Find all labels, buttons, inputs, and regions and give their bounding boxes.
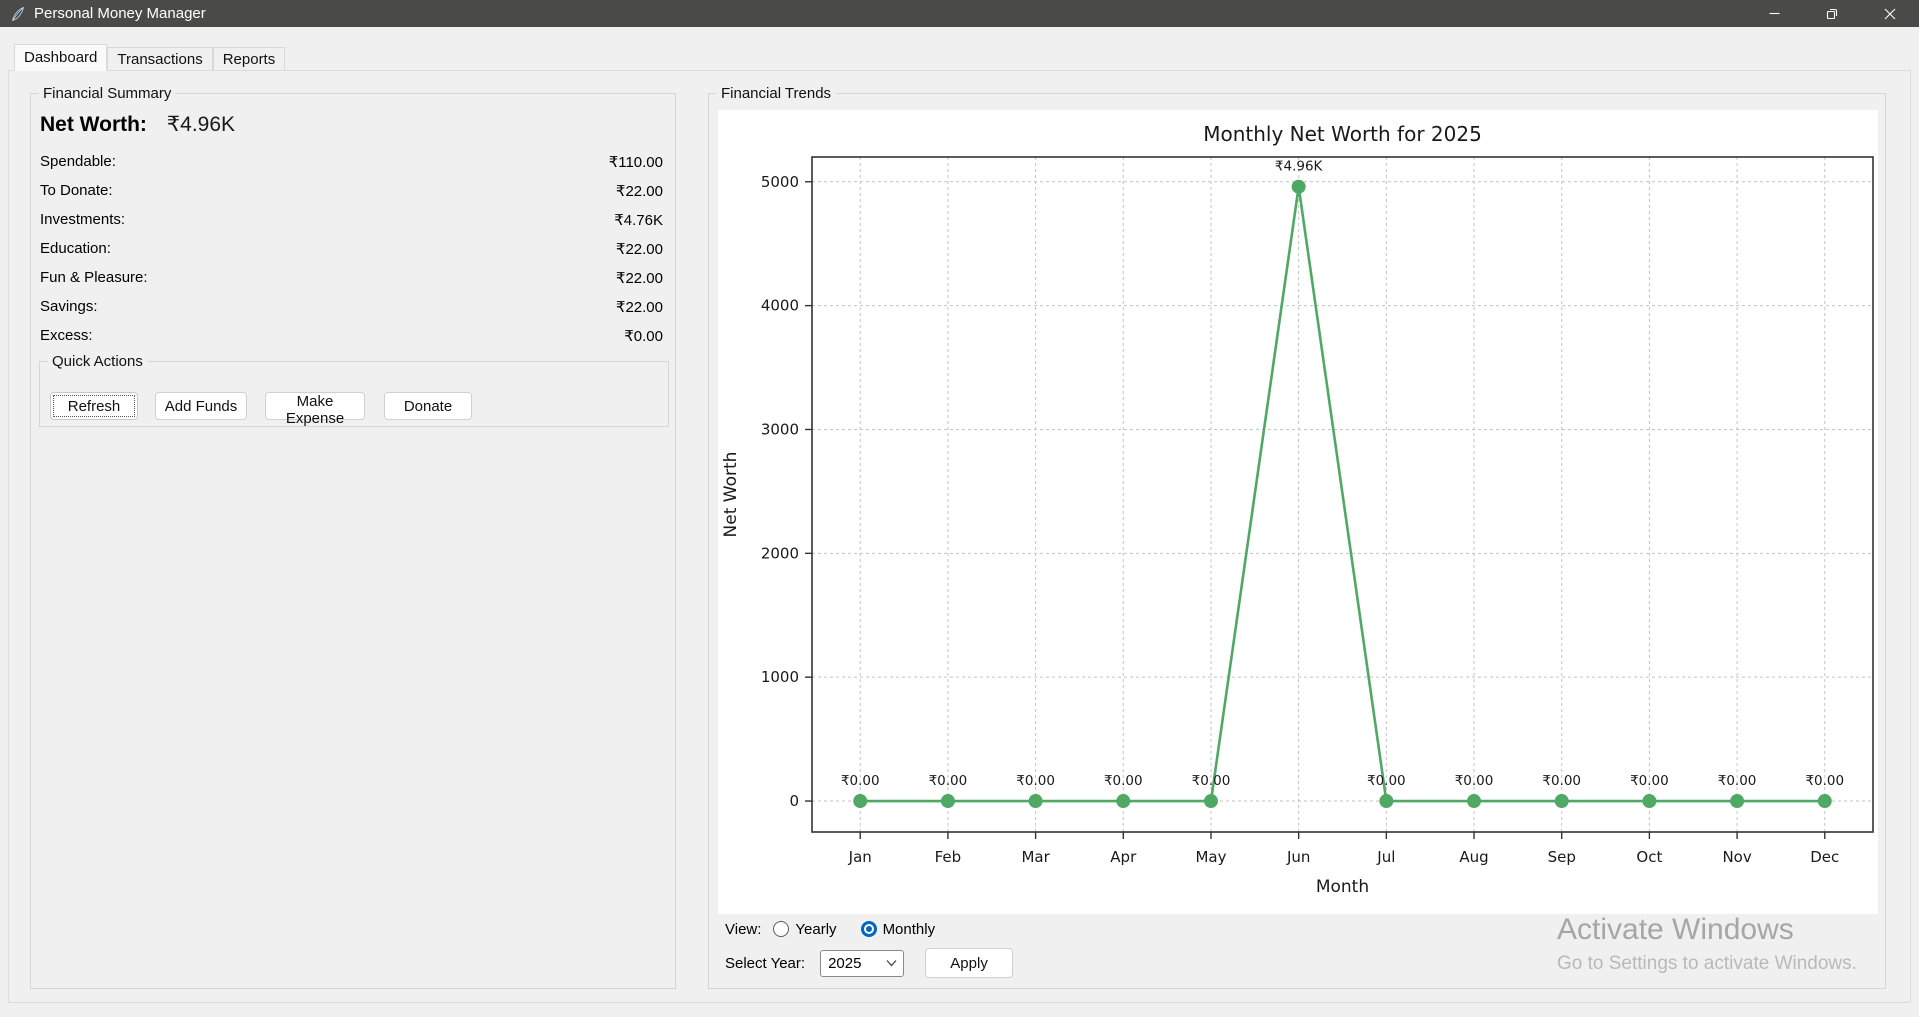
window-controls bbox=[1745, 0, 1919, 27]
net-worth-label: Net Worth: bbox=[40, 113, 147, 136]
view-radio-yearly[interactable]: Yearly bbox=[773, 920, 837, 938]
summary-row-label: Excess: bbox=[40, 327, 93, 344]
svg-text:₹0.00: ₹0.00 bbox=[841, 773, 880, 789]
svg-text:3000: 3000 bbox=[761, 420, 799, 438]
view-row: View: Yearly Monthly bbox=[725, 914, 959, 944]
summary-row: Education: ₹22.00 bbox=[40, 234, 663, 263]
svg-text:Oct: Oct bbox=[1636, 848, 1662, 866]
apply-button[interactable]: Apply bbox=[925, 948, 1014, 978]
close-button[interactable] bbox=[1861, 0, 1919, 27]
net-worth-value: ₹4.96K bbox=[166, 113, 236, 136]
summary-row-label: To Donate: bbox=[40, 182, 113, 199]
summary-rows: Spendable: ₹110.00 To Donate: ₹22.00 Investm… bbox=[40, 147, 663, 350]
networth-chart-figure: 0 1000 2000 3000 4000 5000 Jan Feb Mar Apr May Jun J… bbox=[718, 110, 1878, 914]
net-worth-row: Net Worth: ₹4.96K bbox=[40, 112, 235, 137]
svg-text:May: May bbox=[1195, 848, 1226, 866]
year-select[interactable]: 2025 bbox=[820, 949, 905, 977]
svg-text:₹0.00: ₹0.00 bbox=[1805, 773, 1844, 789]
summary-row-label: Savings: bbox=[40, 298, 98, 315]
svg-text:Sep: Sep bbox=[1548, 848, 1576, 866]
svg-text:1000: 1000 bbox=[761, 668, 799, 686]
select-year-label: Select Year: bbox=[725, 954, 806, 972]
summary-row: Excess: ₹0.00 bbox=[40, 321, 663, 350]
restore-icon bbox=[1826, 8, 1838, 19]
minimize-icon bbox=[1769, 12, 1779, 15]
quick-actions-label: Quick Actions bbox=[48, 352, 147, 372]
svg-text:₹4.96K: ₹4.96K bbox=[1275, 159, 1324, 175]
radio-label: Monthly bbox=[882, 920, 936, 938]
minimize-button[interactable] bbox=[1745, 0, 1803, 27]
svg-text:Apr: Apr bbox=[1110, 848, 1137, 866]
svg-text:Dec: Dec bbox=[1810, 848, 1839, 866]
financial-trends-group: Financial Trends 0 1000 2000 3000 4000 5000 Ja… bbox=[708, 84, 1886, 989]
svg-text:Nov: Nov bbox=[1722, 848, 1751, 866]
summary-row-value: ₹0.00 bbox=[624, 327, 663, 345]
summary-row-label: Investments: bbox=[40, 211, 126, 228]
close-icon bbox=[1884, 8, 1896, 19]
financial-summary-label: Financial Summary bbox=[39, 84, 176, 104]
svg-text:Monthly Net Worth for 2025: Monthly Net Worth for 2025 bbox=[1203, 122, 1482, 146]
summary-row: Investments: ₹4.76K bbox=[40, 205, 663, 234]
view-radio-monthly[interactable]: Monthly bbox=[860, 920, 936, 938]
year-row: Select Year: 2025 Apply bbox=[725, 947, 1014, 979]
donate-button[interactable]: Donate bbox=[384, 392, 472, 420]
view-label: View: bbox=[725, 920, 762, 938]
svg-text:Mar: Mar bbox=[1021, 848, 1050, 866]
maximize-button[interactable] bbox=[1803, 0, 1861, 27]
window-title: Personal Money Manager bbox=[34, 5, 206, 22]
svg-text:₹0.00: ₹0.00 bbox=[1718, 773, 1757, 789]
make-expense-button[interactable]: Make Expense bbox=[265, 392, 365, 427]
titlebar: Personal Money Manager bbox=[0, 0, 1919, 27]
tab-reports[interactable]: Reports bbox=[212, 47, 286, 71]
svg-text:4000: 4000 bbox=[761, 297, 799, 315]
summary-row-value: ₹22.00 bbox=[615, 240, 663, 258]
chevron-down-icon bbox=[886, 959, 897, 966]
svg-text:Feb: Feb bbox=[935, 848, 962, 866]
refresh-button[interactable]: Refresh bbox=[50, 392, 138, 420]
summary-row-label: Fun & Pleasure: bbox=[40, 269, 148, 286]
svg-text:₹0.00: ₹0.00 bbox=[1542, 773, 1581, 789]
summary-row-value: ₹22.00 bbox=[615, 269, 663, 287]
tab-bar: Dashboard Transactions Reports bbox=[14, 44, 286, 71]
summary-row-value: ₹22.00 bbox=[615, 298, 663, 316]
financial-summary-group: Financial Summary Net Worth: ₹4.96K Spen… bbox=[30, 84, 676, 989]
svg-text:Jan: Jan bbox=[848, 848, 872, 866]
svg-text:2000: 2000 bbox=[761, 544, 799, 562]
app-feather-icon bbox=[11, 6, 25, 21]
svg-text:Month: Month bbox=[1316, 877, 1369, 897]
svg-text:Aug: Aug bbox=[1459, 848, 1488, 866]
summary-row-label: Education: bbox=[40, 240, 111, 257]
networth-line-chart: 0 1000 2000 3000 4000 5000 Jan Feb Mar Apr May Jun J… bbox=[721, 122, 1874, 897]
dashboard-page: Financial Summary Net Worth: ₹4.96K Spen… bbox=[8, 70, 1911, 1003]
svg-text:Net Worth: Net Worth bbox=[721, 452, 741, 538]
financial-trends-label: Financial Trends bbox=[717, 84, 836, 104]
summary-row: Savings: ₹22.00 bbox=[40, 292, 663, 321]
svg-text:0: 0 bbox=[789, 792, 799, 810]
svg-text:Jul: Jul bbox=[1376, 848, 1395, 866]
summary-row-value: ₹4.76K bbox=[614, 211, 663, 229]
year-select-value: 2025 bbox=[828, 954, 862, 972]
quick-actions-group: Quick Actions Refresh Add Funds Make Expen… bbox=[39, 352, 669, 427]
svg-text:5000: 5000 bbox=[761, 173, 799, 191]
summary-row: Fun & Pleasure: ₹22.00 bbox=[40, 263, 663, 292]
add-funds-button[interactable]: Add Funds bbox=[155, 392, 247, 420]
svg-text:Jun: Jun bbox=[1286, 848, 1310, 866]
svg-text:₹0.00: ₹0.00 bbox=[929, 773, 968, 789]
svg-text:₹0.00: ₹0.00 bbox=[1455, 773, 1494, 789]
summary-row-value: ₹22.00 bbox=[615, 182, 663, 200]
radio-unselected-icon bbox=[773, 921, 790, 937]
tab-dashboard[interactable]: Dashboard bbox=[14, 44, 108, 71]
tab-transactions[interactable]: Transactions bbox=[107, 47, 213, 71]
summary-row: To Donate: ₹22.00 bbox=[40, 176, 663, 205]
radio-selected-icon bbox=[860, 921, 877, 937]
svg-text:₹0.00: ₹0.00 bbox=[1016, 773, 1055, 789]
svg-text:₹0.00: ₹0.00 bbox=[1630, 773, 1669, 789]
summary-row: Spendable: ₹110.00 bbox=[40, 147, 663, 176]
svg-text:₹0.00: ₹0.00 bbox=[1104, 773, 1143, 789]
summary-row-label: Spendable: bbox=[40, 153, 116, 170]
svg-text:₹0.00: ₹0.00 bbox=[1192, 773, 1231, 789]
radio-label: Yearly bbox=[795, 920, 837, 938]
summary-row-value: ₹110.00 bbox=[608, 153, 663, 171]
svg-text:₹0.00: ₹0.00 bbox=[1367, 773, 1406, 789]
